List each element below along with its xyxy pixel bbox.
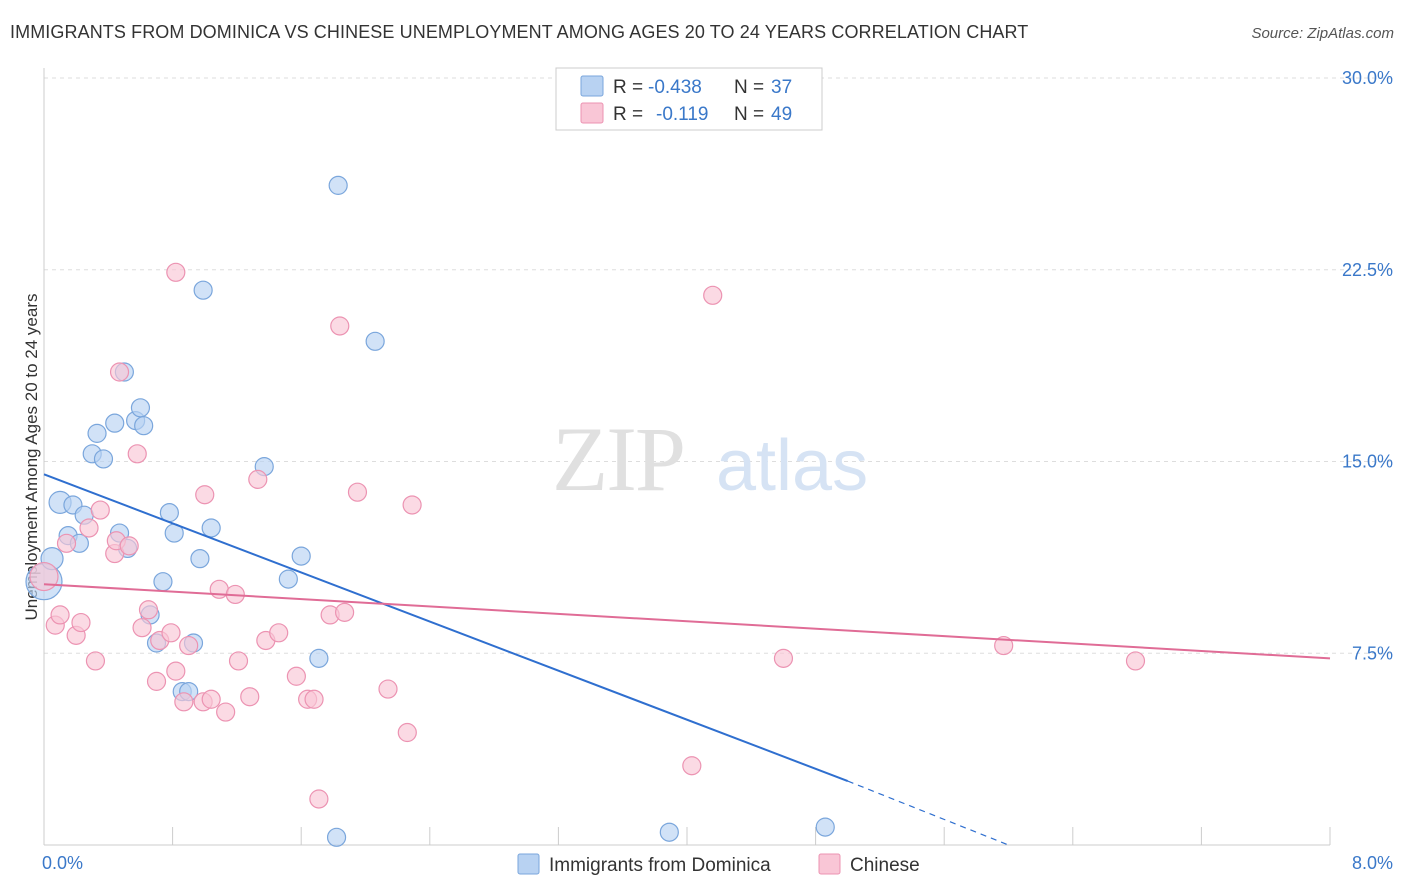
legend-r-value-blue: -0.438 xyxy=(648,77,702,98)
data-point xyxy=(119,536,139,556)
data-point xyxy=(659,822,679,842)
data-point xyxy=(161,623,181,643)
legend-r-label-blue: R = xyxy=(613,77,643,98)
legend-label-chinese: Chinese xyxy=(850,855,920,876)
data-point xyxy=(994,635,1014,656)
legend-n-value-blue: 37 xyxy=(771,77,792,98)
legend-n-value-pink: 49 xyxy=(771,104,792,125)
data-point xyxy=(703,285,723,305)
grid-lines xyxy=(44,77,1394,654)
data-point xyxy=(87,423,107,443)
data-point xyxy=(815,817,835,837)
legend-n-label-blue: N = xyxy=(734,77,764,98)
data-point xyxy=(85,651,106,671)
legend-r-label-pink: R = xyxy=(613,104,643,125)
trend-line-dominica-extension xyxy=(847,780,1009,846)
legend-swatch-blue xyxy=(580,75,604,97)
data-point xyxy=(240,687,260,707)
data-point xyxy=(682,756,702,776)
data-point xyxy=(773,648,794,668)
data-point xyxy=(402,495,422,515)
data-point xyxy=(216,702,236,722)
data-point xyxy=(127,444,147,464)
y-axis-title: Unemployment Among Ages 20 to 24 years xyxy=(22,294,41,621)
data-point xyxy=(166,661,186,681)
x-axis-ticks xyxy=(43,827,1331,845)
data-point xyxy=(286,666,306,686)
x-tick-label-max: 8.0% xyxy=(1352,853,1393,873)
series-chinese xyxy=(29,262,1146,809)
data-point xyxy=(397,722,417,743)
series-immigrants-from-dominica xyxy=(25,175,835,847)
correlation-legend: R = -0.438 N = 37 R = -0.119 N = 49 xyxy=(555,67,823,131)
legend-label-dominica: Immigrants from Dominica xyxy=(549,855,771,876)
legend-swatch-dominica xyxy=(517,853,540,875)
data-point xyxy=(105,413,125,433)
trend-line-chinese xyxy=(43,583,1331,660)
legend-n-label-pink: N = xyxy=(734,104,764,125)
data-point xyxy=(201,689,221,709)
data-point xyxy=(248,469,268,489)
data-point xyxy=(29,561,59,592)
y-tick-label: 15.0% xyxy=(1342,452,1393,472)
series-legend: Immigrants from Dominica Chinese xyxy=(517,853,920,876)
data-point xyxy=(134,416,154,436)
data-point xyxy=(365,331,385,351)
y-tick-labels: 7.5% 15.0% 22.5% 30.0% xyxy=(1342,68,1393,663)
data-point xyxy=(130,398,151,418)
data-point xyxy=(304,689,324,709)
data-point xyxy=(326,827,347,847)
data-point xyxy=(278,569,298,589)
x-tick-label-min: 0.0% xyxy=(42,853,83,873)
data-point xyxy=(328,175,348,195)
data-point xyxy=(56,533,77,553)
data-point xyxy=(330,316,350,336)
y-tick-label: 7.5% xyxy=(1352,643,1393,663)
data-point xyxy=(228,651,249,671)
data-point xyxy=(146,671,167,691)
trend-lines xyxy=(43,473,1331,846)
data-point xyxy=(50,605,70,625)
data-point xyxy=(109,362,130,382)
data-point xyxy=(93,449,114,469)
data-point xyxy=(138,600,159,620)
data-point xyxy=(309,789,329,809)
data-point xyxy=(347,482,368,502)
watermark-zip: ZIP xyxy=(552,408,684,510)
data-point xyxy=(269,623,289,643)
data-point xyxy=(132,618,152,638)
data-point xyxy=(201,518,221,538)
legend-r-value-pink: -0.119 xyxy=(656,104,708,125)
data-point xyxy=(179,635,199,656)
trend-line-dominica xyxy=(43,473,849,783)
chart-title: IMMIGRANTS FROM DOMINICA VS CHINESE UNEM… xyxy=(10,22,1029,42)
data-point xyxy=(291,546,311,566)
data-point xyxy=(1125,651,1146,671)
y-tick-label: 30.0% xyxy=(1342,68,1393,88)
data-point xyxy=(190,549,210,569)
data-point xyxy=(378,679,398,699)
data-point xyxy=(90,500,110,520)
legend-swatch-chinese xyxy=(818,853,841,875)
data-point xyxy=(166,262,186,282)
data-point xyxy=(195,485,215,505)
legend-swatch-pink xyxy=(580,102,604,124)
data-point xyxy=(79,518,99,538)
source-label: Source: ZipAtlas.com xyxy=(1251,25,1394,42)
y-tick-label: 22.5% xyxy=(1342,260,1393,280)
data-point xyxy=(153,572,173,592)
data-point xyxy=(71,612,91,633)
data-point xyxy=(335,602,355,622)
data-point xyxy=(174,692,194,712)
data-point xyxy=(309,648,329,668)
watermark-atlas: atlas xyxy=(716,426,868,506)
data-point xyxy=(193,280,213,300)
